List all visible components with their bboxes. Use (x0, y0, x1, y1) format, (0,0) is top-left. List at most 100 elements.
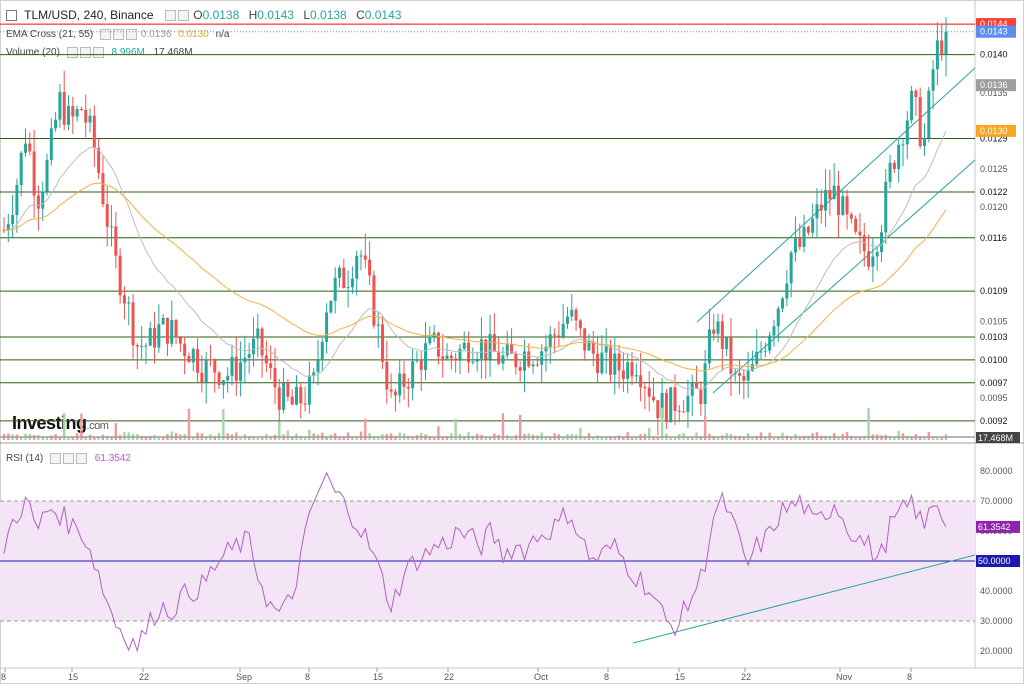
ema-label[interactable]: EMA Cross (21, 55) (6, 29, 94, 41)
level-label: 0.0100 (980, 355, 1008, 365)
candle-body (230, 356, 234, 376)
candle-body (639, 375, 643, 388)
hide-icon[interactable] (177, 10, 189, 22)
volume-bar (290, 437, 294, 440)
candle-body (832, 185, 836, 200)
volume-ma-tag: 17.468M (978, 433, 1013, 443)
volume-bar (247, 436, 251, 440)
volume-hide-icon[interactable] (79, 47, 91, 58)
level-label-bg (976, 285, 1016, 298)
candle-body (312, 372, 316, 376)
ema-na: n/a (215, 29, 230, 41)
candle-body (544, 346, 548, 352)
candle-body (282, 382, 286, 410)
candle-body (527, 351, 531, 367)
volume-settings-icon[interactable] (66, 47, 78, 58)
settings-icon[interactable] (164, 10, 176, 22)
candle-body (608, 346, 612, 375)
candle-body (626, 362, 630, 379)
candle-body (264, 355, 268, 364)
volume-bar (144, 437, 148, 440)
level-label-bg (976, 185, 1016, 198)
rsi-value-tag-bg (976, 520, 1020, 533)
volume-bar (669, 437, 672, 440)
candle-body (118, 255, 122, 296)
candle-body (415, 359, 419, 362)
chart-menu-icon[interactable] (6, 10, 17, 22)
volume-label[interactable]: Volume (20) (6, 47, 60, 59)
rsi-label[interactable]: RSI (14) (6, 453, 44, 465)
candle-body (849, 214, 853, 219)
candle-body (148, 328, 152, 346)
volume-bar (63, 413, 66, 440)
volume-bar (346, 432, 350, 440)
candle-body (772, 326, 776, 336)
candle-body (819, 204, 823, 211)
rsi-tick-label: 20.0000 (980, 646, 1013, 656)
volume-ma-value: 17.468M (153, 47, 193, 59)
volume-bar (738, 435, 741, 440)
ema-close-icon[interactable] (126, 29, 138, 40)
candle-body (613, 353, 617, 375)
candle-body (204, 359, 208, 383)
volume-bar (463, 436, 466, 440)
candle-body (669, 387, 673, 423)
volume-bar (712, 436, 715, 440)
candle-body (226, 375, 230, 381)
candle-body (518, 367, 522, 371)
candle-body (553, 334, 557, 336)
rsi-tick-label: 80.0000 (980, 466, 1013, 476)
candle-body (402, 373, 406, 387)
volume-bar (807, 435, 810, 440)
level-label: 0.0116 (980, 233, 1007, 243)
price-tick-label: 0.0125 (980, 164, 1008, 174)
candle-body (578, 320, 582, 329)
candle-body (720, 321, 724, 350)
rsi-settings-icon[interactable] (50, 453, 62, 464)
candle-body (338, 267, 342, 278)
rsi-hide-icon[interactable] (63, 453, 75, 464)
volume-bar (437, 426, 440, 440)
candle-body (105, 204, 109, 227)
candle-body (828, 189, 832, 200)
candle-body (824, 189, 828, 211)
candle-body (854, 218, 858, 232)
candle-body (716, 321, 720, 334)
candle-body (690, 381, 694, 396)
volume-bar (837, 437, 840, 440)
level-label: 0.0122 (980, 187, 1008, 197)
volume-bar (699, 437, 703, 440)
level-label: 0.0103 (980, 332, 1008, 342)
candle-body (436, 332, 440, 357)
candle-body (785, 283, 789, 299)
candle-body (660, 392, 664, 419)
rsi-close-icon[interactable] (76, 453, 88, 464)
candle-body (811, 218, 815, 233)
level-label-bg (976, 48, 1016, 61)
ema-slow-tag: 0.0130 (980, 126, 1008, 136)
ema-settings-icon[interactable] (100, 29, 112, 40)
ohlc-high: H0.0143 (248, 8, 294, 22)
candle-body (570, 309, 574, 317)
candle-body (647, 387, 651, 397)
candle-body (927, 90, 931, 139)
candle-body (905, 120, 909, 145)
volume-value: 8.996M (111, 47, 145, 59)
candle-body (789, 252, 793, 284)
time-tick-label: 8 (604, 672, 609, 682)
volume-close-icon[interactable] (92, 47, 104, 58)
candle-body (703, 363, 707, 405)
candle-body (914, 90, 918, 98)
volume-bar (351, 436, 354, 440)
volume-bar (751, 437, 754, 440)
volume-bar (734, 435, 737, 440)
candle-body (75, 108, 79, 117)
candle-body (750, 364, 754, 371)
volume-bar (192, 437, 195, 440)
ema-slow-tag-bg (976, 124, 1016, 137)
volume-bar (325, 437, 328, 440)
volume-bar (187, 408, 191, 440)
volume-bar (764, 436, 767, 440)
ema-hide-icon[interactable] (113, 29, 125, 40)
